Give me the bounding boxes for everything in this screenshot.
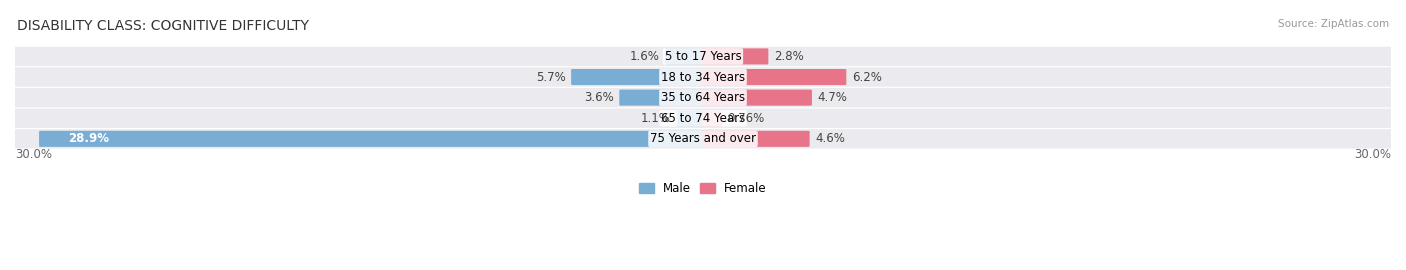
FancyBboxPatch shape — [619, 90, 704, 106]
FancyBboxPatch shape — [14, 67, 1392, 87]
Text: 75 Years and over: 75 Years and over — [650, 132, 756, 145]
Text: 30.0%: 30.0% — [1354, 148, 1391, 161]
Text: 30.0%: 30.0% — [15, 148, 52, 161]
Legend: Male, Female: Male, Female — [634, 177, 772, 200]
FancyBboxPatch shape — [665, 48, 704, 65]
FancyBboxPatch shape — [39, 131, 704, 147]
Text: 18 to 34 Years: 18 to 34 Years — [661, 70, 745, 83]
FancyBboxPatch shape — [14, 47, 1392, 66]
Text: 5 to 17 Years: 5 to 17 Years — [665, 50, 741, 63]
FancyBboxPatch shape — [702, 48, 768, 65]
Text: 35 to 64 Years: 35 to 64 Years — [661, 91, 745, 104]
Text: 28.9%: 28.9% — [67, 132, 108, 145]
FancyBboxPatch shape — [702, 110, 721, 126]
Text: 65 to 74 Years: 65 to 74 Years — [661, 112, 745, 125]
Text: 3.6%: 3.6% — [583, 91, 613, 104]
FancyBboxPatch shape — [14, 129, 1392, 149]
FancyBboxPatch shape — [676, 110, 704, 126]
Text: 1.6%: 1.6% — [630, 50, 659, 63]
Text: DISABILITY CLASS: COGNITIVE DIFFICULTY: DISABILITY CLASS: COGNITIVE DIFFICULTY — [17, 19, 309, 33]
FancyBboxPatch shape — [571, 69, 704, 85]
Text: 4.7%: 4.7% — [818, 91, 848, 104]
FancyBboxPatch shape — [14, 109, 1392, 128]
Text: 4.6%: 4.6% — [815, 132, 845, 145]
Text: 1.1%: 1.1% — [641, 112, 671, 125]
Text: 2.8%: 2.8% — [775, 50, 804, 63]
Text: 0.76%: 0.76% — [727, 112, 765, 125]
FancyBboxPatch shape — [702, 131, 810, 147]
Text: 6.2%: 6.2% — [852, 70, 882, 83]
FancyBboxPatch shape — [702, 69, 846, 85]
Text: 5.7%: 5.7% — [536, 70, 565, 83]
FancyBboxPatch shape — [702, 90, 811, 106]
FancyBboxPatch shape — [14, 88, 1392, 107]
Text: Source: ZipAtlas.com: Source: ZipAtlas.com — [1278, 19, 1389, 29]
